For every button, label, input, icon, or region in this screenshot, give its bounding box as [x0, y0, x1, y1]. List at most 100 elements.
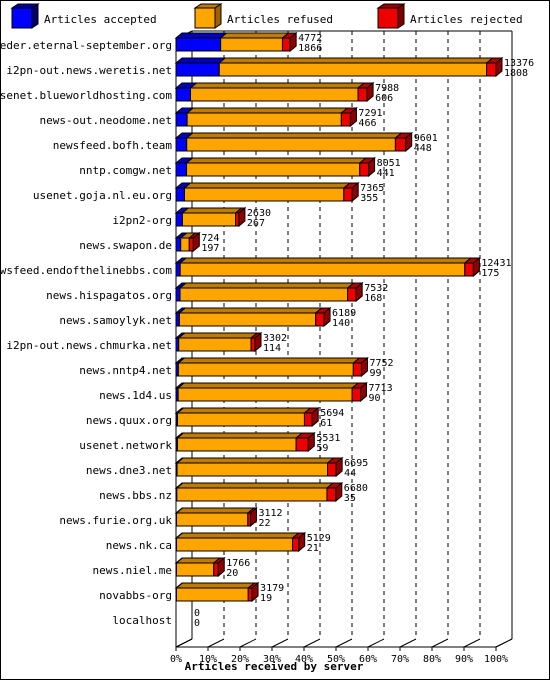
- bar-segment: [327, 462, 337, 477]
- bar-end-face: [355, 281, 363, 303]
- bar-segment-top: [185, 132, 403, 139]
- category-label: news.hispagatos.org: [46, 289, 172, 302]
- accepted-label: 21: [307, 543, 319, 554]
- bar-end-face: [323, 306, 331, 328]
- bar-segment-top: [176, 407, 312, 414]
- accepted-label: 168: [364, 293, 382, 304]
- total-label: 5129: [307, 533, 331, 544]
- bar-segment: [352, 362, 362, 377]
- bar-end-face: [238, 206, 246, 228]
- grid-lines: [175, 31, 513, 651]
- total-label: 7532: [364, 283, 388, 294]
- bar-segment: [177, 387, 353, 402]
- category-label: news.samoylyk.net: [59, 314, 172, 327]
- legend: Articles accepted Articles refused Artic…: [10, 3, 523, 29]
- bar-segment: [340, 112, 351, 127]
- legend-accepted-swatch: [11, 7, 33, 29]
- x-tick-label: 40%: [295, 654, 313, 665]
- total-label: 3302: [263, 333, 287, 344]
- category-label: usenet.network: [79, 439, 172, 452]
- accepted-label: 59: [316, 443, 328, 454]
- bar-segment: [175, 162, 188, 177]
- category-label: localhost: [112, 614, 172, 627]
- accepted-label: 175: [481, 268, 499, 279]
- bar-segment: [347, 287, 357, 302]
- accepted-label: 355: [360, 193, 378, 204]
- bar-segment-top: [181, 207, 243, 214]
- bar-end-face: [351, 181, 359, 203]
- accepted-label: 197: [201, 243, 219, 254]
- bar-segment: [175, 62, 220, 77]
- bar-end-face: [405, 131, 413, 153]
- accepted-label: 1866: [298, 43, 322, 54]
- accepted-label: 466: [358, 118, 376, 129]
- legend-refused-swatch-side: [214, 3, 222, 29]
- bars: [174, 31, 504, 603]
- bar-segment: [176, 412, 305, 427]
- floor-tick-line: [431, 638, 449, 648]
- bar-end-face: [217, 556, 225, 578]
- category-labels: feeder.eternal-september.org i2pn-out.new…: [0, 39, 172, 627]
- bar-segment: [218, 62, 488, 77]
- bar-segment: [291, 537, 300, 552]
- bar-segment: [176, 487, 328, 502]
- accepted-label: 267: [247, 218, 265, 229]
- total-label: 6189: [332, 308, 356, 319]
- bar-segment: [175, 262, 181, 277]
- accepted-label: 114: [263, 343, 281, 354]
- bar-segment: [188, 237, 194, 252]
- accepted-label: 19: [260, 593, 272, 604]
- bar-segment-top: [185, 157, 368, 164]
- x-tick-label: 10%: [199, 654, 217, 665]
- bar-segment-top: [175, 582, 256, 589]
- total-label: 4772: [298, 33, 322, 44]
- category-label: news.1d4.us: [99, 389, 172, 402]
- bar-segment-top: [178, 257, 473, 264]
- bar-segment-top: [183, 182, 352, 189]
- x-ticks: 0% 10% 20% 30% 40% 50% 60% 70% 80% 90% 100%: [170, 654, 508, 665]
- accepted-label: 441: [377, 168, 395, 179]
- bar-segment-top: [174, 57, 227, 64]
- accepted-label: 90: [369, 393, 381, 404]
- accepted-label: 140: [332, 318, 350, 329]
- floor-tick-line: [399, 638, 417, 648]
- bar-segment-top: [176, 382, 360, 389]
- bar-segment: [486, 62, 497, 77]
- total-label: 6695: [344, 458, 368, 469]
- legend-refused-swatch: [194, 7, 216, 29]
- bar-segment: [186, 162, 361, 177]
- bar-segment-top: [175, 557, 222, 564]
- total-label: 5531: [316, 433, 340, 444]
- category-label: newsfeed.endofthelinebbs.com: [0, 264, 172, 277]
- bar-end-face: [335, 481, 343, 503]
- bar-segment-top: [176, 432, 304, 439]
- bar-segment: [175, 112, 188, 127]
- bar-segment: [250, 337, 256, 352]
- bar-end-face: [249, 506, 257, 528]
- bar-end-face: [254, 331, 262, 353]
- bar-segment: [175, 87, 191, 102]
- x-tick-label: 60%: [359, 654, 377, 665]
- accepted-label: 1808: [504, 68, 528, 79]
- category-label: news.quux.org: [86, 414, 172, 427]
- bar-segment: [179, 262, 466, 277]
- bar-segment: [175, 187, 185, 202]
- bar-segment-top: [177, 332, 259, 339]
- accepted-label: 44: [344, 468, 356, 479]
- bar-end-face: [192, 231, 200, 253]
- bar-end-face: [495, 56, 503, 78]
- floor-tick-line: [175, 638, 193, 648]
- legend-rejected-label: Articles rejected: [410, 13, 523, 26]
- total-label: 7752: [369, 358, 393, 369]
- accepted-label: 22: [258, 518, 270, 529]
- legend-refused-label: Articles refused: [227, 13, 333, 26]
- bar-end-face: [360, 381, 368, 403]
- category-label: i2pn2-org: [112, 214, 172, 227]
- total-label: 7365: [360, 183, 384, 194]
- accepted-label: 99: [369, 368, 381, 379]
- accepted-label: 61: [320, 418, 332, 429]
- accepted-label: 606: [375, 93, 393, 104]
- x-tick-label: 20%: [231, 654, 249, 665]
- floor-tick-line: [495, 638, 513, 648]
- bar-segment-top: [175, 482, 335, 489]
